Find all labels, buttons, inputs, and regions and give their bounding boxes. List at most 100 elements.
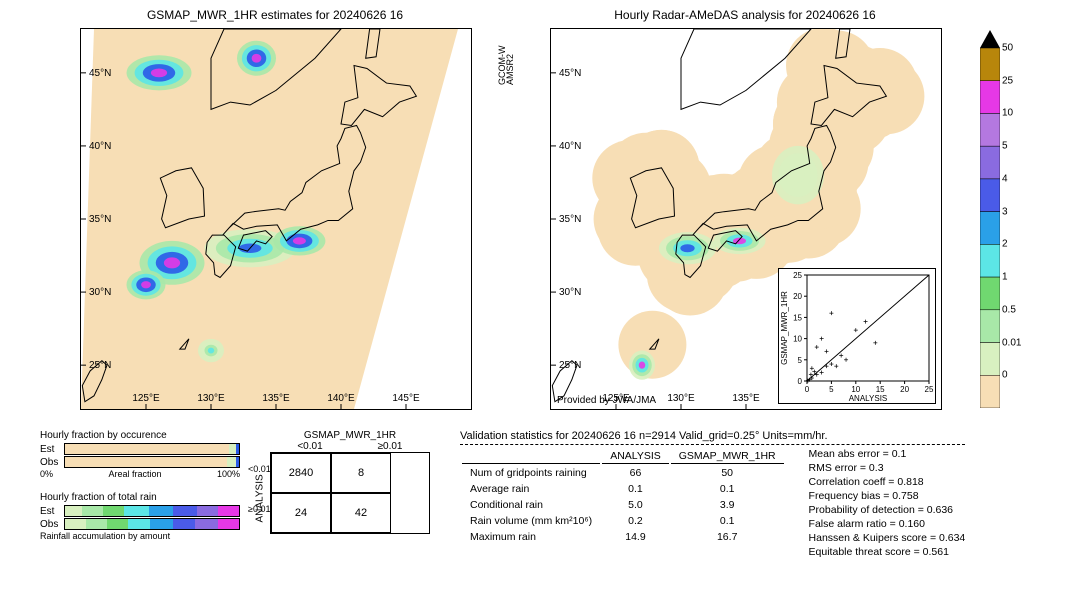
svg-text:20: 20 xyxy=(793,292,802,301)
bar-row-label: Est xyxy=(40,506,64,517)
scatter-inset: 00551010151520202525ANALYSISGSMAP_MWR_1H… xyxy=(778,268,936,404)
val-th: GSMAP_MWR_1HR xyxy=(671,449,784,464)
bar-track xyxy=(64,505,240,517)
val-td: Average rain xyxy=(462,482,600,496)
bar-segment xyxy=(150,519,173,529)
colorbar-tick: 25 xyxy=(1002,75,1013,86)
bar-segment xyxy=(86,519,107,529)
svg-text:15: 15 xyxy=(793,313,802,322)
left-map-svg: 125°E130°E135°E140°E145°E25°N30°N35°N40°… xyxy=(81,29,471,409)
colorbar-tick: 10 xyxy=(1002,108,1013,119)
val-td: 3.9 xyxy=(671,498,784,512)
left-map: 125°E130°E135°E140°E145°E25°N30°N35°N40°… xyxy=(80,28,472,410)
totalrain-bars: Hourly fraction of total rain Est Obs Rai… xyxy=(40,492,240,541)
bar-segment xyxy=(227,457,236,467)
bar-segment xyxy=(65,506,82,516)
bar-track xyxy=(64,518,240,530)
svg-text:45°N: 45°N xyxy=(559,68,581,79)
occ-axis-100: 100% xyxy=(217,469,240,479)
svg-text:135°E: 135°E xyxy=(732,393,760,404)
val-td: 0.1 xyxy=(602,482,669,496)
bar-segment xyxy=(173,506,197,516)
val-td: 0.1 xyxy=(671,482,784,496)
svg-text:5: 5 xyxy=(829,385,834,394)
val-td: 66 xyxy=(602,466,669,480)
val-th: ANALYSIS xyxy=(602,449,669,464)
colorbar-tick: 1 xyxy=(1002,272,1008,283)
svg-text:40°N: 40°N xyxy=(89,141,111,152)
validation-title: Validation statistics for 20240626 16 n=… xyxy=(460,430,965,445)
bar-row-label: Obs xyxy=(40,519,64,530)
val-td: 5.0 xyxy=(602,498,669,512)
svg-text:30°N: 30°N xyxy=(89,287,111,298)
svg-text:10: 10 xyxy=(851,385,860,394)
svg-text:25°N: 25°N xyxy=(559,360,581,371)
val-td: 14.9 xyxy=(602,530,669,544)
svg-text:5: 5 xyxy=(798,356,803,365)
bar-segment xyxy=(65,519,86,529)
sat-label-2: AMSR2 xyxy=(505,25,515,85)
svg-text:45°N: 45°N xyxy=(89,68,111,79)
svg-text:125°E: 125°E xyxy=(132,393,160,404)
bar-segment xyxy=(124,506,148,516)
contingency-table: GSMAP_MWR_1HR <0.01≥0.01 ANALYSIS <0.01 … xyxy=(270,430,430,534)
svg-text:35°N: 35°N xyxy=(89,214,111,225)
val-td: Num of gridpoints raining xyxy=(462,466,600,480)
bar-segment xyxy=(218,519,239,529)
svg-text:40°N: 40°N xyxy=(559,141,581,152)
svg-text:25: 25 xyxy=(925,385,934,394)
colorbar-tick: 4 xyxy=(1002,173,1008,184)
bar-segment xyxy=(236,457,239,467)
left-map-title: GSMAP_MWR_1HR estimates for 20240626 16 xyxy=(80,8,470,22)
bar-row-label: Est xyxy=(40,444,64,455)
cont-colhead-0: <0.01 xyxy=(270,441,350,452)
svg-text:Provided by JWA/JMA: Provided by JWA/JMA xyxy=(557,395,656,406)
bar-row-label: Obs xyxy=(40,457,64,468)
cont-cell-00: 2840 xyxy=(271,453,331,493)
bar-row: Est xyxy=(40,505,240,517)
svg-text:135°E: 135°E xyxy=(262,393,290,404)
bar-segment xyxy=(65,457,227,467)
scatter-svg: 00551010151520202525ANALYSISGSMAP_MWR_1H… xyxy=(779,269,935,403)
colorbar-tick: 50 xyxy=(1002,43,1013,54)
val-td: 0.2 xyxy=(602,514,669,528)
bar-segment xyxy=(128,519,151,529)
svg-text:20: 20 xyxy=(900,385,909,394)
colorbar-tick: 0.01 xyxy=(1002,337,1021,348)
bar-segment xyxy=(149,506,173,516)
validation-stats: Validation statistics for 20240626 16 n=… xyxy=(460,430,965,559)
right-map-title: Hourly Radar-AMeDAS analysis for 2024062… xyxy=(550,8,940,22)
cont-colhead-1: ≥0.01 xyxy=(350,441,430,452)
metric-line: Probability of detection = 0.636 xyxy=(809,503,966,517)
svg-text:30°N: 30°N xyxy=(559,287,581,298)
bar-segment xyxy=(173,519,196,529)
val-td: Conditional rain xyxy=(462,498,600,512)
colorbar-tick: 5 xyxy=(1002,141,1008,152)
svg-text:0: 0 xyxy=(805,385,810,394)
bar-row: Obs xyxy=(40,518,240,530)
totalrain-footer: Rainfall accumulation by amount xyxy=(40,531,240,541)
cont-cell-11: 42 xyxy=(331,493,391,533)
bar-segment xyxy=(236,444,239,454)
val-td: Maximum rain xyxy=(462,530,600,544)
val-td: Rain volume (mm km²10⁶) xyxy=(462,514,600,528)
validation-metrics: Mean abs error = 0.1RMS error = 0.3Corre… xyxy=(809,447,966,559)
svg-text:0: 0 xyxy=(798,377,803,386)
val-th xyxy=(462,449,600,464)
bar-segment xyxy=(103,506,124,516)
cont-col-title: GSMAP_MWR_1HR xyxy=(270,430,430,441)
metric-line: Correlation coeff = 0.818 xyxy=(809,475,966,489)
bar-row: Est xyxy=(40,443,240,455)
colorbar: 502510543210.50.010 xyxy=(980,28,1000,411)
occ-axis-0: 0% xyxy=(40,469,53,479)
bar-segment xyxy=(107,519,128,529)
bar-track xyxy=(64,456,240,468)
bar-track xyxy=(64,443,240,455)
metric-line: RMS error = 0.3 xyxy=(809,461,966,475)
metric-line: Frequency bias = 0.758 xyxy=(809,489,966,503)
val-td: 0.1 xyxy=(671,514,784,528)
val-td: 16.7 xyxy=(671,530,784,544)
bar-segment xyxy=(65,444,229,454)
totalrain-title: Hourly fraction of total rain xyxy=(40,492,240,503)
colorbar-tick: 0 xyxy=(1002,370,1008,381)
